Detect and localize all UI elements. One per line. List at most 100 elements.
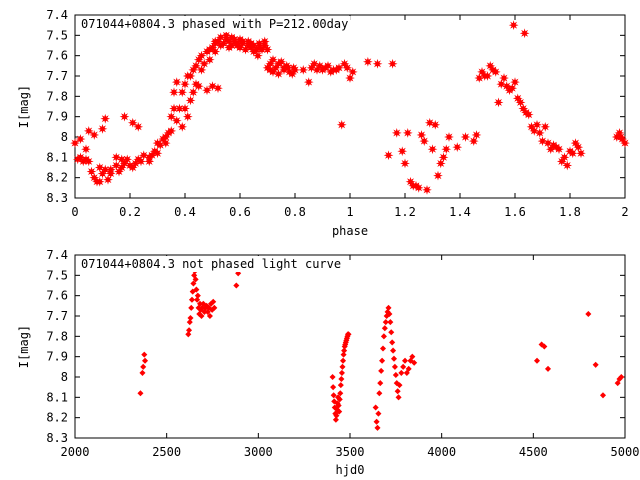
- data-point: [140, 363, 147, 370]
- data-point: [252, 50, 263, 61]
- data-point: [391, 363, 398, 370]
- data-point: [103, 174, 113, 185]
- phased-light-curve-chart: 7.4 7.5 7.6 7.7 7.8 7.9 8 8.1 8.2 8.30 0.2 0.4 0.6 0.…: [17, 8, 630, 238]
- data-point: [376, 390, 383, 397]
- data-point: [430, 119, 441, 130]
- data-point: [330, 384, 337, 391]
- data-point: [332, 416, 339, 423]
- data-point: [237, 36, 248, 47]
- data-point: [402, 128, 413, 138]
- data-point: [119, 111, 130, 122]
- x-tick-label: 1.4: [449, 205, 471, 219]
- data-point: [559, 152, 570, 163]
- data-point: [188, 304, 195, 311]
- data-point: [433, 170, 443, 181]
- data-point: [192, 276, 199, 283]
- data-point: [435, 158, 446, 169]
- data-point: [405, 365, 412, 372]
- data-point: [337, 390, 344, 397]
- data-point: [268, 54, 278, 65]
- data-point: [94, 176, 105, 187]
- y-axis-label: I[mag]: [17, 325, 31, 368]
- data-point: [186, 319, 193, 326]
- data-point: [246, 38, 256, 49]
- data-point: [378, 367, 385, 374]
- y-tick-label: 7.7: [46, 309, 68, 323]
- data-point: [385, 304, 392, 311]
- y-tick-label: 7.6: [46, 49, 68, 63]
- y-tick-label: 7.4: [46, 8, 68, 22]
- data-point: [618, 373, 625, 381]
- data-point: [438, 152, 449, 163]
- data-point: [460, 132, 471, 142]
- data-point: [100, 164, 111, 175]
- data-point: [174, 103, 185, 114]
- data-point: [616, 132, 626, 142]
- data-point: [75, 134, 86, 144]
- data-point: [105, 164, 116, 175]
- data-point: [409, 353, 416, 360]
- data-point: [345, 331, 352, 338]
- data-point: [533, 357, 541, 364]
- data-point: [515, 97, 526, 108]
- x-tick-label: 0.8: [284, 205, 306, 219]
- data-point: [541, 343, 548, 350]
- data-point: [137, 390, 144, 397]
- data-point: [204, 54, 215, 65]
- data-point: [341, 347, 348, 354]
- data-point: [372, 404, 379, 411]
- data-point: [259, 36, 270, 47]
- y-tick-label: 7.8: [46, 329, 68, 343]
- data-point: [180, 103, 190, 114]
- data-point: [507, 83, 518, 94]
- data-point: [401, 357, 409, 364]
- data-point: [380, 333, 387, 340]
- data-point: [340, 351, 347, 358]
- data-point: [441, 144, 452, 155]
- data-point: [544, 365, 552, 372]
- data-point: [614, 380, 621, 387]
- y-tick-label: 7.8: [46, 89, 68, 103]
- data-point: [554, 144, 564, 155]
- data-point: [196, 50, 207, 61]
- data-point: [262, 44, 273, 55]
- data-point: [576, 148, 586, 159]
- data-point: [177, 121, 188, 132]
- y-tick-label: 7.6: [46, 289, 68, 303]
- data-point: [419, 136, 430, 146]
- data-point: [342, 62, 353, 73]
- data-point: [427, 144, 438, 155]
- y-tick-label: 8: [61, 370, 68, 384]
- x-tick-label: 0: [71, 205, 78, 219]
- data-point: [152, 148, 163, 159]
- data-point: [397, 146, 408, 157]
- data-series: [70, 20, 630, 195]
- data-point: [122, 154, 133, 165]
- data-point: [534, 128, 545, 138]
- data-point: [323, 60, 333, 71]
- data-point: [206, 312, 213, 320]
- data-point: [177, 87, 188, 98]
- data-point: [400, 363, 407, 370]
- data-point: [336, 119, 347, 130]
- data-point: [519, 28, 530, 39]
- data-point: [182, 111, 193, 122]
- data-point: [482, 71, 493, 81]
- data-point: [89, 130, 100, 140]
- x-tick-label: 0.6: [229, 205, 251, 219]
- x-axis-label: phase: [332, 224, 368, 238]
- data-point: [83, 156, 94, 167]
- data-point: [338, 376, 345, 383]
- data-point: [83, 126, 94, 136]
- data-point: [396, 382, 403, 389]
- data-point: [193, 286, 200, 293]
- x-tick-label: 1.8: [559, 205, 581, 219]
- data-point: [372, 58, 383, 69]
- data-point: [186, 327, 193, 334]
- data-point: [194, 292, 201, 299]
- y-tick-label: 8.2: [46, 411, 68, 425]
- data-point: [382, 319, 389, 326]
- data-point: [599, 392, 607, 399]
